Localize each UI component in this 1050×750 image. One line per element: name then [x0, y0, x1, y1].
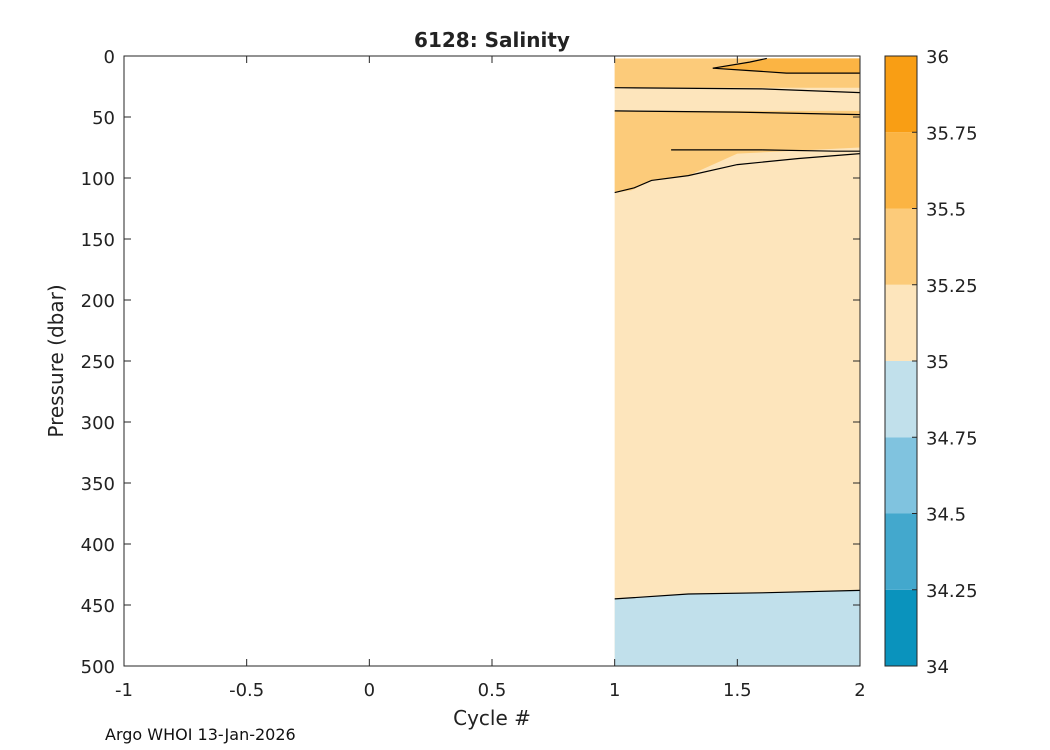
colorbar: 34 34.25 34.5 34.75 35 35.25 35.5 35.75 36: [884, 47, 978, 678]
colorbar-label: 34: [926, 657, 949, 678]
contour-line-2: [614, 153, 861, 194]
x-axis-label: Cycle #: [453, 706, 531, 730]
colorbar-label: 35.75: [926, 123, 978, 144]
y-tick-label: 100: [81, 169, 115, 190]
y-tick-label: 450: [81, 596, 115, 617]
region-deep-fresh-layer: [614, 590, 860, 666]
x-tick-label: 1.5: [723, 680, 752, 701]
colorbar-label: 34.5: [926, 505, 966, 526]
y-tick-label: 50: [92, 108, 115, 129]
contour-lines: [614, 57, 861, 600]
x-axis: -1 -0.5 0 0.5 1 1.5 2: [115, 56, 866, 701]
contour-line-1: [614, 110, 861, 116]
colorbar-label: 35: [926, 352, 949, 373]
y-tick-label: 0: [104, 47, 115, 68]
x-tick-label: -0.5: [229, 680, 264, 701]
x-tick-label: 1: [609, 680, 620, 701]
colorbar-label: 34.25: [926, 581, 978, 602]
contour-line-0: [614, 87, 861, 94]
contour-line-6: [614, 589, 861, 600]
x-tick-label: 2: [854, 680, 865, 701]
colorbar-segment: [885, 132, 917, 209]
x-tick-label: 0: [364, 680, 375, 701]
colorbar-segment: [885, 56, 917, 133]
y-tick-label: 300: [81, 413, 115, 434]
y-axis: 0 50 100 150 200 250 300 350 400 450 500: [81, 47, 860, 678]
colorbar-label: 35.25: [926, 276, 978, 297]
colorbar-segment: [885, 284, 917, 361]
y-tick-label: 500: [81, 657, 115, 678]
y-tick-label: 350: [81, 474, 115, 495]
y-tick-label: 200: [81, 291, 115, 312]
colorbar-segment: [885, 208, 917, 285]
region-mid-salty-band: [614, 110, 860, 193]
contour-line-5: [712, 67, 860, 74]
x-tick-label: 0.5: [478, 680, 507, 701]
y-tick-label: 150: [81, 230, 115, 251]
contour-line-4: [712, 57, 767, 69]
y-tick-label: 400: [81, 535, 115, 556]
colorbar-segment: [885, 589, 917, 666]
colorbar-label: 35.5: [926, 200, 966, 221]
contour-line-3: [671, 149, 860, 152]
x-tick-label: -1: [115, 680, 133, 701]
colorbar-label: 36: [926, 47, 949, 68]
colorbar-segment: [885, 513, 917, 590]
chart-title: 6128: Salinity: [414, 28, 570, 52]
colorbar-segment: [885, 437, 917, 514]
y-axis-label: Pressure (dbar): [44, 284, 68, 437]
colorbar-label: 34.75: [926, 428, 978, 449]
colorbar-segment: [885, 361, 917, 438]
footer-credit: Argo WHOI 13-Jan-2026: [105, 725, 296, 744]
y-tick-label: 250: [81, 352, 115, 373]
